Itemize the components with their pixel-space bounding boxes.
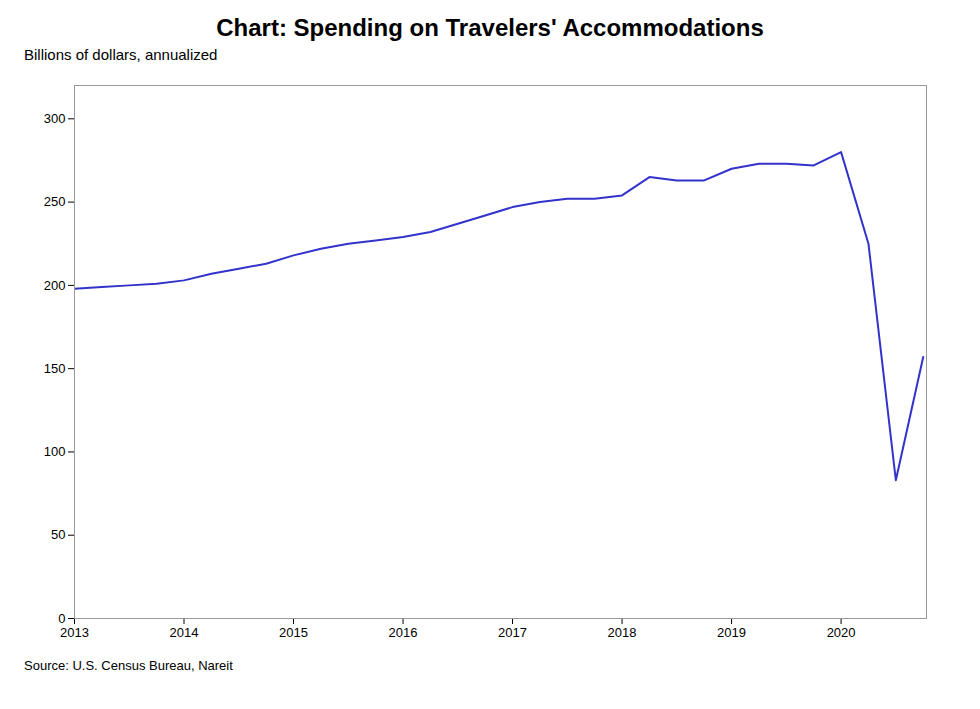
svg-text:150: 150 (44, 361, 66, 376)
html-text:Billions of dollars, annualize: Billions of dollars, annualized (24, 46, 218, 63)
svg-text:2018: 2018 (608, 625, 637, 640)
svg-text:2017: 2017 (498, 625, 527, 640)
html-text:Source: U.S. Census Bureau, Na: Source: U.S. Census Bureau, Nareit (24, 658, 233, 673)
svg-text:2020: 2020 (827, 625, 856, 640)
html-text:Chart: Spending on Travelers': Chart: Spending on Travelers' Accommodat… (216, 14, 764, 41)
svg-text:2019: 2019 (717, 625, 746, 640)
svg-text:250: 250 (44, 194, 66, 209)
svg-text:300: 300 (44, 111, 66, 126)
svg-text:100: 100 (44, 444, 66, 459)
svg-text:0: 0 (58, 611, 65, 626)
svg-text:2016: 2016 (389, 625, 418, 640)
svg-text:2013: 2013 (60, 625, 89, 640)
svg-text:200: 200 (44, 278, 66, 293)
svg-text:2015: 2015 (279, 625, 308, 640)
svg-text:2014: 2014 (170, 625, 199, 640)
svg-text:50: 50 (51, 527, 65, 542)
